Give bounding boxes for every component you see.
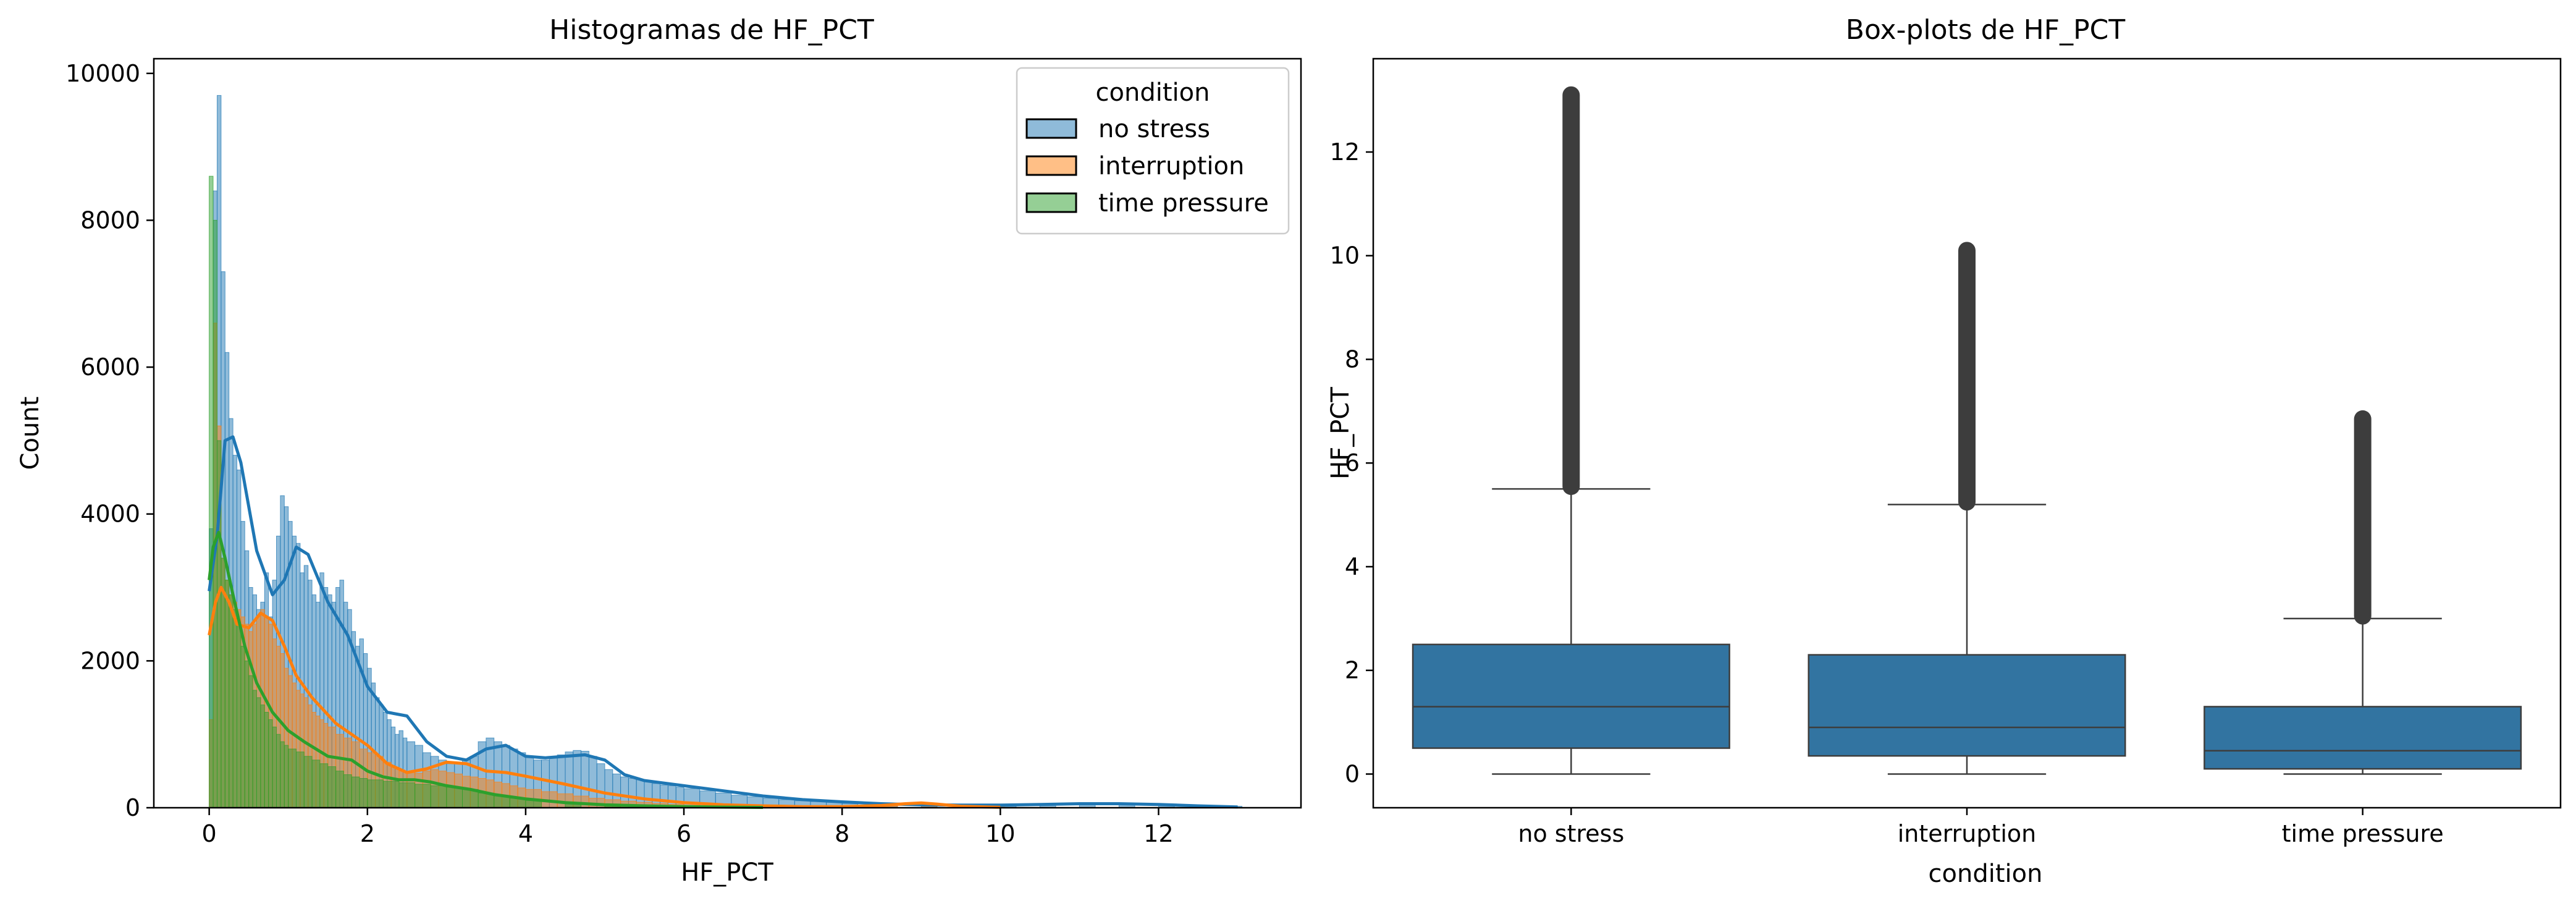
histogram-bar <box>398 782 416 808</box>
y-tick-label: 0 <box>1345 760 1360 787</box>
histogram-bar <box>415 784 431 808</box>
histogram-bar <box>284 745 289 808</box>
histogram-bar <box>272 726 277 808</box>
x-tick-label: 12 <box>1143 820 1173 847</box>
histogram-bar <box>276 734 281 808</box>
histogram-bar <box>229 594 234 808</box>
histogram-bar <box>367 779 384 808</box>
box-time-pressure <box>2203 410 2522 775</box>
y-tick-label: 0 <box>125 794 140 821</box>
histogram-legend: condition no stress interruption time pr… <box>1016 67 1290 235</box>
legend-label-interruption: interruption <box>1098 152 1244 180</box>
y-tick-label: 10 <box>1330 242 1360 269</box>
histogram-bar <box>288 748 297 808</box>
histogram-bar <box>319 763 329 808</box>
y-tick-label: 2000 <box>80 647 140 674</box>
histogram-bar <box>224 580 230 808</box>
x-tick-label: interruption <box>1898 820 2037 847</box>
histogram-bar <box>430 785 447 808</box>
histogram-bar <box>280 741 285 808</box>
y-tick-label: 12 <box>1330 138 1360 166</box>
histogram-bar <box>209 176 214 808</box>
boxplot-marks <box>1412 86 2522 775</box>
x-tick-label: time pressure <box>2282 820 2444 847</box>
histogram-bar <box>256 697 261 808</box>
boxplot-xlabel: condition <box>1929 860 2043 888</box>
histogram-bar <box>382 781 400 808</box>
histogram-bar <box>359 778 368 808</box>
histogram-title: Histogramas de HF_PCT <box>549 14 874 46</box>
y-tick-label: 4000 <box>80 501 140 528</box>
legend-swatch-no-stress <box>1025 118 1077 139</box>
boxplot-panel: Box-plots de HF_PCT no stress interruptio… <box>1326 14 2562 888</box>
histogram-bar <box>303 756 313 808</box>
x-tick-label: 0 <box>202 820 217 847</box>
histogram-bar <box>327 766 337 808</box>
x-tick-label: 2 <box>360 820 375 847</box>
histogram-bar <box>446 787 463 808</box>
y-tick-label: 8 <box>1345 345 1360 373</box>
y-tick-label: 2 <box>1345 657 1360 684</box>
y-tick-label: 6 <box>1345 449 1360 476</box>
histogram-frame <box>153 57 1302 809</box>
legend-entry-interruption: interruption <box>1025 152 1244 180</box>
boxplot-title: Box-plots de HF_PCT <box>1846 14 2126 46</box>
histogram-bars-interruption <box>209 323 1005 808</box>
y-tick-label: 6000 <box>80 354 140 381</box>
histogram-kde-lines <box>208 435 1238 809</box>
boxplot-y-ticks: 0 2 4 6 8 10 12 <box>1330 138 1373 787</box>
x-tick-label: 8 <box>835 820 849 847</box>
legend-swatch-interruption <box>1025 155 1077 176</box>
legend-label-time-pressure: time pressure <box>1098 189 1269 218</box>
y-tick-label: 8000 <box>80 206 140 234</box>
histogram-bar <box>244 660 250 808</box>
histogram-bar <box>335 771 344 808</box>
histogram-bar <box>252 690 258 808</box>
legend-swatch-time-pressure <box>1025 192 1077 213</box>
histogram-bar <box>296 751 305 808</box>
x-tick-label: 10 <box>985 820 1015 847</box>
legend-label-no-stress: no stress <box>1098 115 1210 143</box>
histogram-ylabel: Count <box>16 397 44 470</box>
legend-frame <box>1016 67 1290 235</box>
y-tick-label: 10000 <box>65 60 140 87</box>
legend-entry-time-pressure: time pressure <box>1025 189 1269 218</box>
legend-entry-no-stress: no stress <box>1025 115 1210 143</box>
histogram-bar <box>232 609 238 808</box>
histogram-x-ticks: 0 2 4 6 8 10 12 <box>202 808 1174 847</box>
boxplot-x-ticks: no stress interruption time pressure <box>1518 808 2444 847</box>
histogram-bar <box>248 675 253 808</box>
x-tick-label: no stress <box>1518 820 1624 847</box>
box-interruption <box>1808 242 2126 775</box>
histogram-bar <box>268 719 273 808</box>
boxplot-ylabel: HF_PCT <box>1326 387 1355 480</box>
histogram-y-ticks: 0 2000 4000 6000 8000 10000 <box>65 60 154 821</box>
histogram-panel: Histogramas de HF_PCT 0 2 4 6 8 10 12 0 2000 400… <box>16 14 1302 887</box>
y-tick-label: 4 <box>1345 553 1360 580</box>
box-no-stress <box>1412 86 1730 775</box>
box-iqr <box>1412 643 1730 749</box>
kde-line-interruption <box>208 586 1001 809</box>
kde-line-time-pressure <box>208 530 764 809</box>
x-tick-label: 4 <box>518 820 533 847</box>
histogram-bar <box>260 705 265 808</box>
legend-title: condition <box>1096 78 1210 107</box>
box-iqr <box>1808 654 2126 757</box>
histogram-bar <box>213 219 218 808</box>
histogram-bar <box>351 776 360 808</box>
histogram-xlabel: HF_PCT <box>681 858 773 887</box>
box-iqr <box>2203 706 2522 770</box>
histogram-bar <box>311 760 321 808</box>
histogram-bar <box>264 712 269 808</box>
histogram-bar <box>343 774 352 808</box>
histogram-bar <box>237 624 242 808</box>
histogram-bar <box>240 646 245 808</box>
x-tick-label: 6 <box>676 820 691 847</box>
